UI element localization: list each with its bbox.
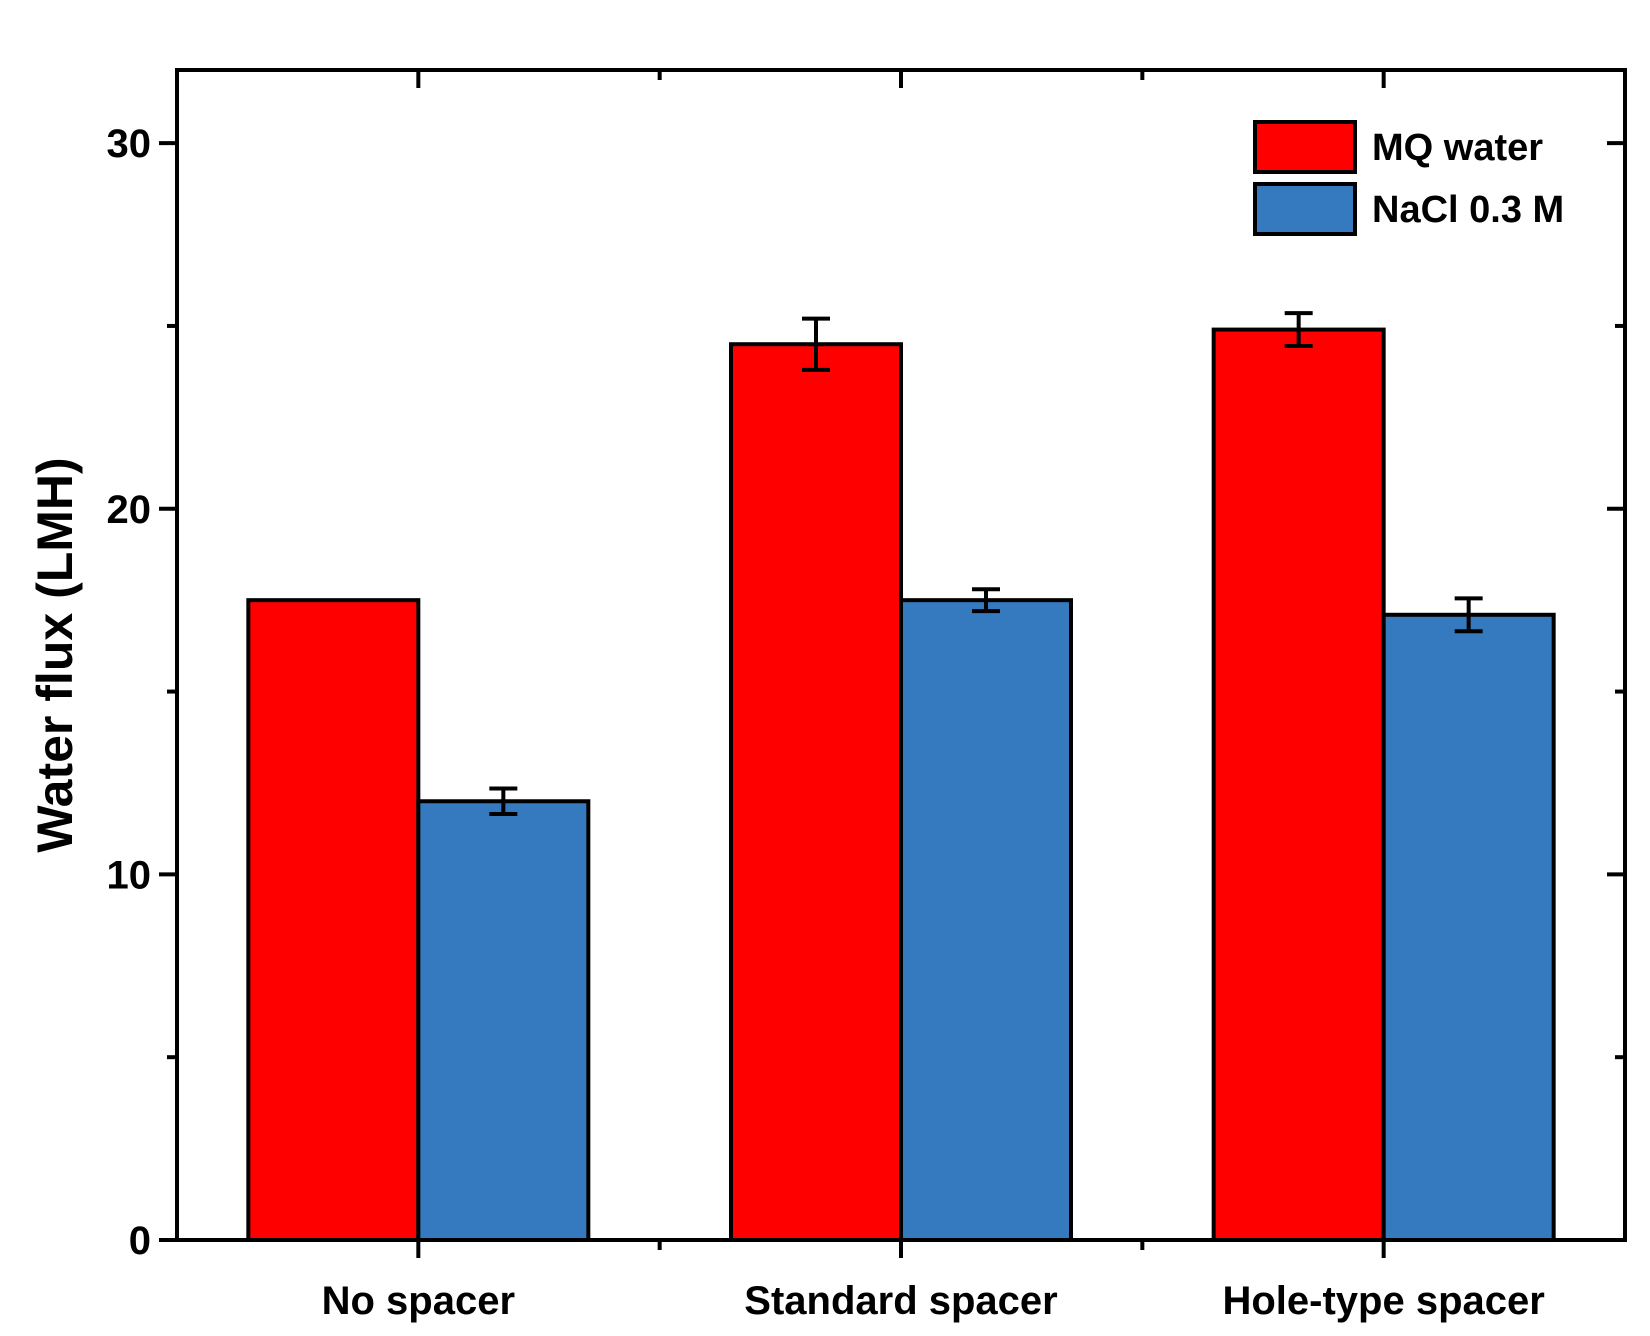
x-tick-label: No spacer: [322, 1279, 515, 1323]
y-tick-label: 10: [107, 853, 152, 897]
bars-layer: [246, 327, 1556, 1242]
bar-nacl-2: [899, 598, 1073, 1242]
bar-mq-water-3: [1211, 327, 1386, 1242]
legend-swatch: [1253, 120, 1357, 174]
y-tick-label: 20: [107, 488, 152, 532]
y-tick-label: 0: [129, 1219, 151, 1263]
legend-label: MQ water: [1372, 127, 1543, 169]
x-tick-label: Standard spacer: [744, 1279, 1057, 1323]
y-tick-labels: 0 10 20 30: [107, 122, 152, 1263]
legend-label: NaCl 0.3 M: [1372, 189, 1564, 231]
legend: MQ water NaCl 0.3 M: [1253, 120, 1564, 236]
error-bars-layer: [489, 311, 1483, 817]
bar-mq-water-2: [729, 342, 903, 1242]
legend-swatch: [1253, 182, 1357, 236]
x-tick-labels: No spacer Standard spacer Hole-type spacer: [322, 1279, 1545, 1323]
bar-mq-water-1: [246, 598, 421, 1242]
bar-nacl-3: [1381, 612, 1556, 1242]
y-tick-label: 30: [107, 122, 152, 166]
x-tick-label: Hole-type spacer: [1222, 1279, 1544, 1323]
y-axis-title: Water flux (LMH): [27, 457, 83, 852]
bar-nacl-1: [416, 799, 591, 1242]
axis-ticks: [159, 70, 1625, 1258]
